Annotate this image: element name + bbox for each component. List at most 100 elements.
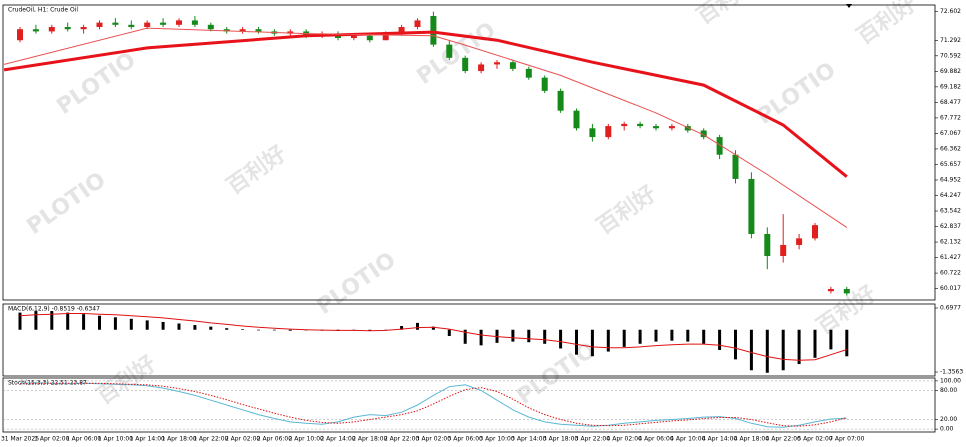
candle-body (350, 35, 357, 39)
y-tick-label: 60.017 (940, 285, 961, 292)
x-tick-label: 2 Apr 10:00 (289, 436, 324, 443)
panel-title: CrudeOil, H1: Crude Oil (8, 7, 78, 14)
macd-bar (781, 329, 785, 371)
x-tick-label: 3 Apr 02:00 (416, 436, 451, 443)
candle-body (748, 178, 755, 234)
stoch-line (19, 382, 847, 427)
x-tick-label: 3 Apr 06:00 (448, 436, 483, 443)
x-tick-label: 2 Apr 18:00 (352, 436, 387, 443)
x-tick-label: 4 Apr 06:00 (638, 436, 673, 443)
macd-bar (272, 329, 276, 331)
candle-body (48, 27, 55, 32)
macd-bar (638, 329, 642, 344)
macd-bar (257, 329, 260, 331)
y-tick-label: 64.952 (940, 176, 961, 183)
macd-bar (670, 329, 674, 341)
candle-body (605, 126, 612, 138)
macd-bar (34, 311, 38, 330)
candle-body (621, 123, 628, 127)
candle-body (128, 24, 135, 28)
macd-bar (145, 320, 149, 330)
macd-bar (225, 328, 229, 330)
macd-panel (2, 303, 936, 377)
y-tick-label: 72.602 (940, 8, 961, 15)
macd-bar (829, 329, 833, 350)
candle-body (668, 126, 675, 129)
candle-body (382, 33, 389, 41)
x-tick-label: 2 Apr 22:00 (384, 436, 419, 443)
candle-body (446, 44, 453, 58)
candle-body (509, 62, 516, 69)
macd-bar (559, 329, 563, 349)
main-panel (2, 4, 936, 301)
y-tick-label: 68.477 (940, 99, 961, 106)
macd-bar (575, 329, 578, 355)
candle-body (239, 29, 246, 32)
x-tick-label: 3 Apr 22:00 (575, 436, 610, 443)
x-tick-label: 1 Apr 22:00 (193, 436, 228, 443)
candle-body (144, 22, 151, 28)
candle-body (17, 29, 23, 41)
candle-body (732, 154, 739, 179)
macd-bar (18, 312, 22, 330)
x-tick-label: 1 Apr 14:00 (130, 436, 165, 443)
y-tick-label: 80.00 (940, 387, 957, 394)
macd-bar (622, 329, 626, 347)
y-tick-label: 69.182 (940, 83, 961, 90)
stoch-line (19, 382, 847, 428)
y-tick-label: -1.3563 (940, 369, 963, 376)
candle-body (414, 20, 421, 28)
candle-body (573, 110, 580, 129)
x-tick-label: 5 Apr 02:00 (797, 436, 832, 443)
macd-bar (479, 329, 483, 346)
macd-bar (463, 329, 467, 344)
panel-title: MACD(6,12,9) -0.8519 -0.6347 (8, 306, 100, 313)
candle-body (176, 20, 182, 25)
x-tick-label: 4 Apr 18:00 (734, 436, 769, 443)
x-tick-label: 3 Apr 14:00 (511, 436, 546, 443)
candle-body (160, 22, 167, 25)
macd-bar (734, 329, 737, 360)
y-tick-label: 67.067 (940, 130, 961, 137)
y-tick-label: 62.837 (940, 223, 961, 230)
macd-bar (718, 329, 722, 351)
x-tick-label: 1 Apr 06:00 (66, 436, 101, 443)
x-tick-label: 1 Apr 18:00 (161, 436, 196, 443)
candle-body (478, 64, 485, 72)
macd-bar (431, 326, 435, 330)
y-tick-label: 69.882 (940, 68, 961, 75)
y-tick-label: 61.427 (940, 254, 961, 261)
stoch-panel (2, 377, 936, 433)
y-tick-label: 100.00 (940, 377, 961, 384)
candle-body (589, 128, 596, 138)
x-tick-label: 3 Apr 10:00 (479, 436, 514, 443)
macd-bar (50, 311, 54, 330)
candle-body (112, 22, 119, 25)
moving-average (3, 30, 848, 178)
macd-bar (813, 329, 817, 358)
candle-body (191, 20, 198, 25)
x-tick-label: 2 Apr 14:00 (320, 436, 355, 443)
x-tick-label: 7 Apr 07:00 (829, 436, 864, 443)
macd-bar (447, 329, 451, 336)
candle-body (525, 68, 532, 78)
macd-bar (82, 314, 86, 330)
macd-bar (129, 318, 133, 330)
macd-bar (66, 312, 70, 330)
candle-body (398, 27, 405, 34)
candle-body (700, 130, 707, 138)
candle-body (80, 27, 87, 30)
candle-body (812, 225, 818, 239)
y-tick-label: 20.00 (940, 416, 957, 423)
macd-bar (606, 329, 610, 352)
x-tick-label: 31 Mar 2025 (1, 436, 39, 443)
macd-bar (686, 329, 690, 342)
y-tick-label: 60.722 (940, 270, 961, 277)
candle-body (207, 24, 214, 30)
candle-body (843, 288, 850, 294)
x-tick-label: 4 Apr 14:00 (702, 436, 737, 443)
candle-body (716, 137, 723, 155)
candle-body (637, 123, 644, 127)
